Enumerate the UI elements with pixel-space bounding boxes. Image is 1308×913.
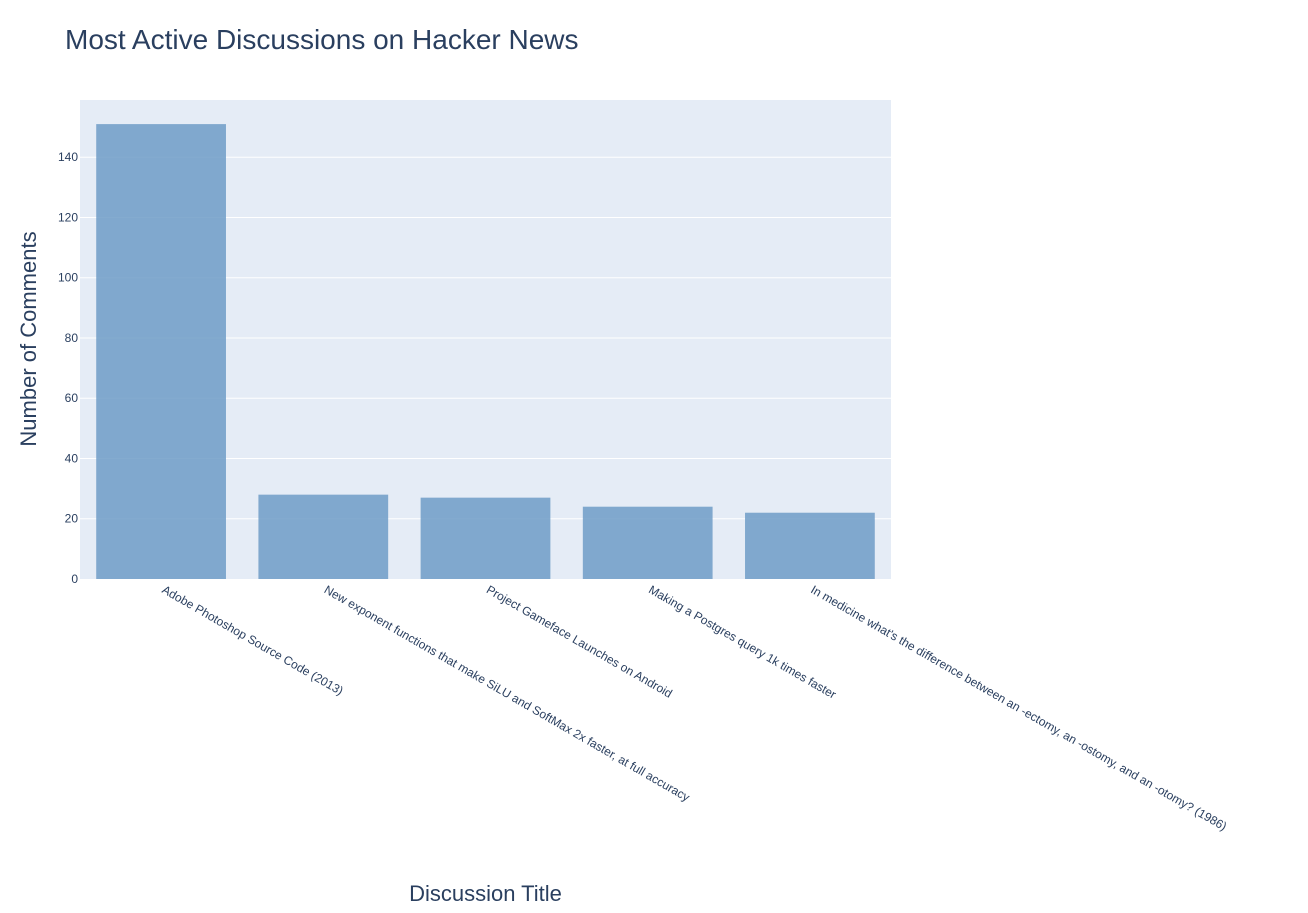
x-tick-label: New exponent functions that make SiLU an… xyxy=(322,582,692,804)
bars xyxy=(96,124,875,579)
bar xyxy=(420,497,551,579)
bar xyxy=(582,506,713,579)
x-axis-title: Discussion Title xyxy=(409,881,562,906)
y-tick-label: 140 xyxy=(58,150,78,164)
y-axis-title: Number of Comments xyxy=(16,231,41,446)
x-axis-ticks: Adobe Photoshop Source Code (2013)New ex… xyxy=(160,582,1230,833)
y-tick-label: 40 xyxy=(65,451,79,465)
y-tick-label: 80 xyxy=(65,331,79,345)
x-tick-label: Adobe Photoshop Source Code (2013) xyxy=(160,582,346,698)
y-tick-label: 60 xyxy=(65,391,79,405)
x-tick-label: Project Gameface Launches on Android xyxy=(484,582,675,700)
y-tick-label: 120 xyxy=(58,210,78,224)
x-tick-label: In medicine what's the difference betwee… xyxy=(808,582,1229,833)
y-tick-label: 20 xyxy=(65,512,79,526)
bar xyxy=(745,512,875,579)
y-tick-label: 0 xyxy=(71,572,78,586)
chart-title: Most Active Discussions on Hacker News xyxy=(65,24,579,55)
y-axis-ticks: 0 20 40 60 80 100 120 140 xyxy=(58,150,78,586)
bar xyxy=(96,124,226,579)
bar xyxy=(258,494,389,579)
y-tick-label: 100 xyxy=(58,271,78,285)
x-tick-label: Making a Postgres query 1k times faster xyxy=(646,582,838,701)
